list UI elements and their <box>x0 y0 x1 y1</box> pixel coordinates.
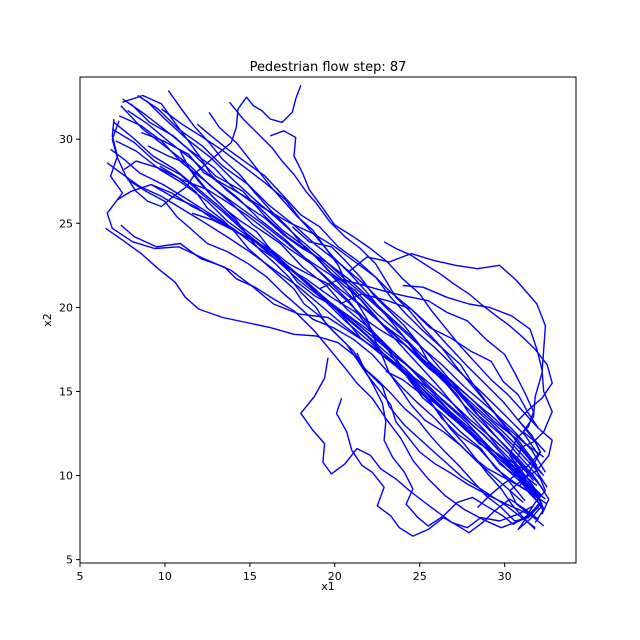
trajectory-line <box>105 227 536 529</box>
trajectory-line <box>208 111 524 504</box>
trajectory-line <box>120 105 543 475</box>
trajectory-lines <box>105 85 553 537</box>
x-axis-label: x1 <box>321 580 335 593</box>
x-tick-label: 10 <box>158 570 172 583</box>
trajectory-line <box>140 131 545 458</box>
y-tick-label: 20 <box>59 301 73 314</box>
trajectory-line <box>123 160 533 493</box>
x-axis: 5 10 15 20 25 30 <box>77 563 512 583</box>
x-tick-label: 5 <box>77 570 84 583</box>
chart-title: Pedestrian flow step: 87 <box>250 60 407 75</box>
x-tick-label: 25 <box>413 570 427 583</box>
y-tick-label: 10 <box>59 470 73 483</box>
trajectory-line <box>179 150 543 522</box>
trajectory-line <box>347 252 547 486</box>
x-tick-label: 15 <box>243 570 257 583</box>
y-tick-label: 15 <box>59 385 73 398</box>
trajectory-line <box>269 130 540 429</box>
plot-frame <box>79 76 577 564</box>
trajectory-line <box>110 148 535 482</box>
x-tick-label: 30 <box>498 570 512 583</box>
trajectory-line <box>291 226 543 497</box>
trajectory-line <box>319 278 541 498</box>
x-tick-label: 20 <box>328 570 342 583</box>
trajectory-line <box>300 357 534 529</box>
trajectory-line <box>383 241 553 508</box>
y-tick-label: 25 <box>59 217 73 230</box>
trajectory-line <box>339 293 553 527</box>
trajectory-line <box>167 90 540 498</box>
trajectory-line <box>117 183 536 497</box>
trajectory-line <box>159 165 539 520</box>
trajectory-line <box>191 212 536 530</box>
trajectory-line <box>111 85 302 208</box>
y-axis: 5 10 15 20 25 30 <box>59 133 80 567</box>
trajectory-line <box>145 100 546 473</box>
y-tick-label: 5 <box>66 554 73 567</box>
trajectory-line <box>120 224 540 529</box>
trajectory-line <box>335 397 540 537</box>
trajectory-line <box>161 108 545 492</box>
trajectory-line <box>385 370 543 531</box>
y-tick-label: 30 <box>59 133 73 146</box>
y-axis-label: x2 <box>41 313 54 327</box>
trajectory-line <box>356 352 546 527</box>
